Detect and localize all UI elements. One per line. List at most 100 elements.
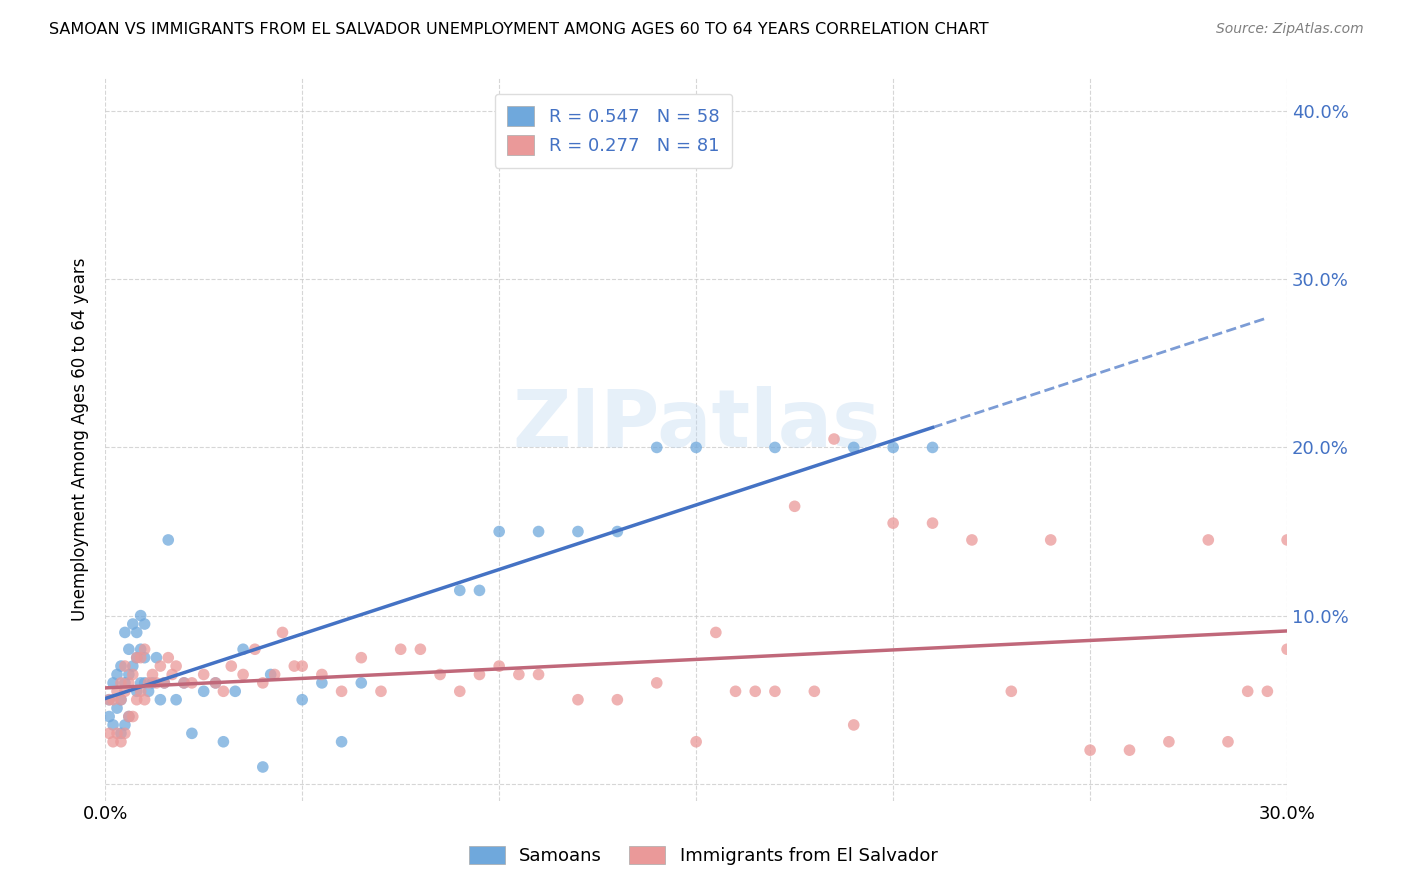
Point <box>449 583 471 598</box>
Point <box>114 676 136 690</box>
Point <box>685 441 707 455</box>
Point <box>645 676 668 690</box>
Point <box>141 676 163 690</box>
Point <box>232 667 254 681</box>
Point <box>260 667 283 681</box>
Point <box>105 667 128 681</box>
Point <box>193 667 215 681</box>
Point <box>125 684 148 698</box>
Point <box>110 692 132 706</box>
Point <box>129 684 152 698</box>
Point <box>118 709 141 723</box>
Point <box>121 667 143 681</box>
Text: Source: ZipAtlas.com: Source: ZipAtlas.com <box>1216 22 1364 37</box>
Y-axis label: Unemployment Among Ages 60 to 64 years: Unemployment Among Ages 60 to 64 years <box>72 257 89 621</box>
Point <box>311 676 333 690</box>
Point <box>212 684 235 698</box>
Point <box>173 676 195 690</box>
Point <box>180 676 202 690</box>
Point <box>488 659 510 673</box>
Point <box>744 684 766 698</box>
Point <box>921 516 943 530</box>
Point <box>1256 684 1278 698</box>
Point <box>153 676 176 690</box>
Point <box>567 692 589 706</box>
Point <box>468 667 491 681</box>
Point <box>263 667 285 681</box>
Point <box>1039 533 1062 547</box>
Point <box>1216 735 1239 749</box>
Point <box>882 516 904 530</box>
Point <box>110 692 132 706</box>
Point <box>101 735 124 749</box>
Point <box>110 726 132 740</box>
Point <box>141 667 163 681</box>
Point <box>685 735 707 749</box>
Point <box>105 701 128 715</box>
Point <box>125 692 148 706</box>
Point <box>129 650 152 665</box>
Point <box>763 684 786 698</box>
Point <box>823 432 845 446</box>
Point <box>283 659 305 673</box>
Point <box>842 718 865 732</box>
Point <box>350 676 373 690</box>
Point <box>98 709 121 723</box>
Point <box>121 709 143 723</box>
Point <box>606 524 628 539</box>
Point <box>1118 743 1140 757</box>
Point <box>252 676 274 690</box>
Point <box>921 441 943 455</box>
Point <box>101 676 124 690</box>
Point <box>1157 735 1180 749</box>
Text: ZIPatlas: ZIPatlas <box>512 385 880 464</box>
Point <box>389 642 412 657</box>
Point <box>212 735 235 749</box>
Point <box>204 676 226 690</box>
Point <box>157 533 180 547</box>
Point <box>409 642 432 657</box>
Text: SAMOAN VS IMMIGRANTS FROM EL SALVADOR UNEMPLOYMENT AMONG AGES 60 TO 64 YEARS COR: SAMOAN VS IMMIGRANTS FROM EL SALVADOR UN… <box>49 22 988 37</box>
Point <box>1236 684 1258 698</box>
Point <box>153 676 176 690</box>
Point <box>429 667 451 681</box>
Point <box>527 667 550 681</box>
Point <box>204 676 226 690</box>
Point <box>98 692 121 706</box>
Point <box>330 735 353 749</box>
Point <box>180 726 202 740</box>
Point <box>567 524 589 539</box>
Point <box>763 441 786 455</box>
Point <box>291 659 314 673</box>
Point <box>165 692 187 706</box>
Point <box>145 650 167 665</box>
Point <box>110 735 132 749</box>
Legend: R = 0.547   N = 58, R = 0.277   N = 81: R = 0.547 N = 58, R = 0.277 N = 81 <box>495 94 733 168</box>
Point <box>149 692 172 706</box>
Point <box>98 692 121 706</box>
Point <box>129 608 152 623</box>
Point <box>121 659 143 673</box>
Point <box>121 617 143 632</box>
Point <box>508 667 530 681</box>
Point <box>129 642 152 657</box>
Point <box>118 667 141 681</box>
Point <box>803 684 825 698</box>
Point <box>1275 533 1298 547</box>
Point <box>724 684 747 698</box>
Legend: Samoans, Immigrants from El Salvador: Samoans, Immigrants from El Salvador <box>461 838 945 872</box>
Point <box>193 684 215 698</box>
Point <box>125 650 148 665</box>
Point <box>114 659 136 673</box>
Point <box>350 650 373 665</box>
Point <box>105 726 128 740</box>
Point <box>125 650 148 665</box>
Point <box>783 500 806 514</box>
Point <box>110 676 132 690</box>
Point <box>488 524 510 539</box>
Point <box>110 659 132 673</box>
Point <box>114 718 136 732</box>
Point <box>1275 642 1298 657</box>
Point <box>1000 684 1022 698</box>
Point <box>330 684 353 698</box>
